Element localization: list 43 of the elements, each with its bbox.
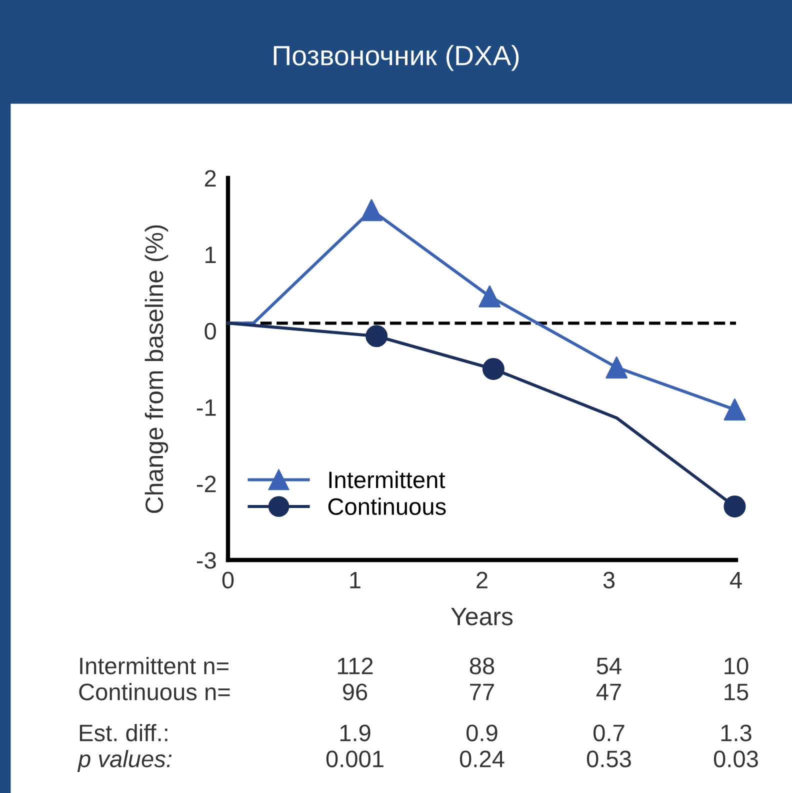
text: 1.3 [721,724,752,742]
text: 77 [470,684,494,700]
point [724,496,746,518]
point [724,398,746,420]
text: 0.03 [714,750,758,768]
text: 88 [470,658,494,674]
point [606,356,628,378]
text: 0.53 [586,750,631,768]
legend-label: Continuous [328,498,446,515]
text: 112 [338,658,373,674]
x-tick-label: 4 [730,572,742,588]
text: p values: [77,750,172,772]
x-tick-label: 1 [350,572,360,588]
chart-title: Позвоночник (DXA) [274,45,519,71]
text: Continuous n= [79,682,230,700]
text: 0.001 [326,750,384,768]
text: Est. diff.: [80,724,168,742]
y-tick-label: 1 [206,246,216,263]
y-axis-title: Change from baseline (%) [144,225,168,513]
x-tick-label: 2 [476,572,488,588]
text: 54 [596,658,622,674]
point [366,325,388,348]
text: 47 [596,684,621,700]
text: 15 [724,684,748,700]
x-tick-label: 0 [222,572,234,588]
text: 0.7 [594,724,624,742]
text: 0.24 [460,750,504,768]
point [360,199,383,222]
text: 10 [724,658,748,674]
text: 1.9 [340,724,370,742]
text: 96 [342,684,368,700]
legend-label: Intermittent [329,470,446,488]
y-tick-label: -1 [196,400,216,416]
point [478,285,501,308]
y-tick-label: 2 [204,170,216,187]
text: 0.9 [466,724,498,742]
y-tick-label: -2 [196,476,216,492]
y-tick-label: 0 [204,322,216,340]
x-axis-title: Years [451,608,513,626]
y-tick-label: -3 [196,552,216,569]
text: Intermittent n= [80,656,228,674]
point [482,358,504,380]
x-tick-label: 3 [603,572,615,588]
